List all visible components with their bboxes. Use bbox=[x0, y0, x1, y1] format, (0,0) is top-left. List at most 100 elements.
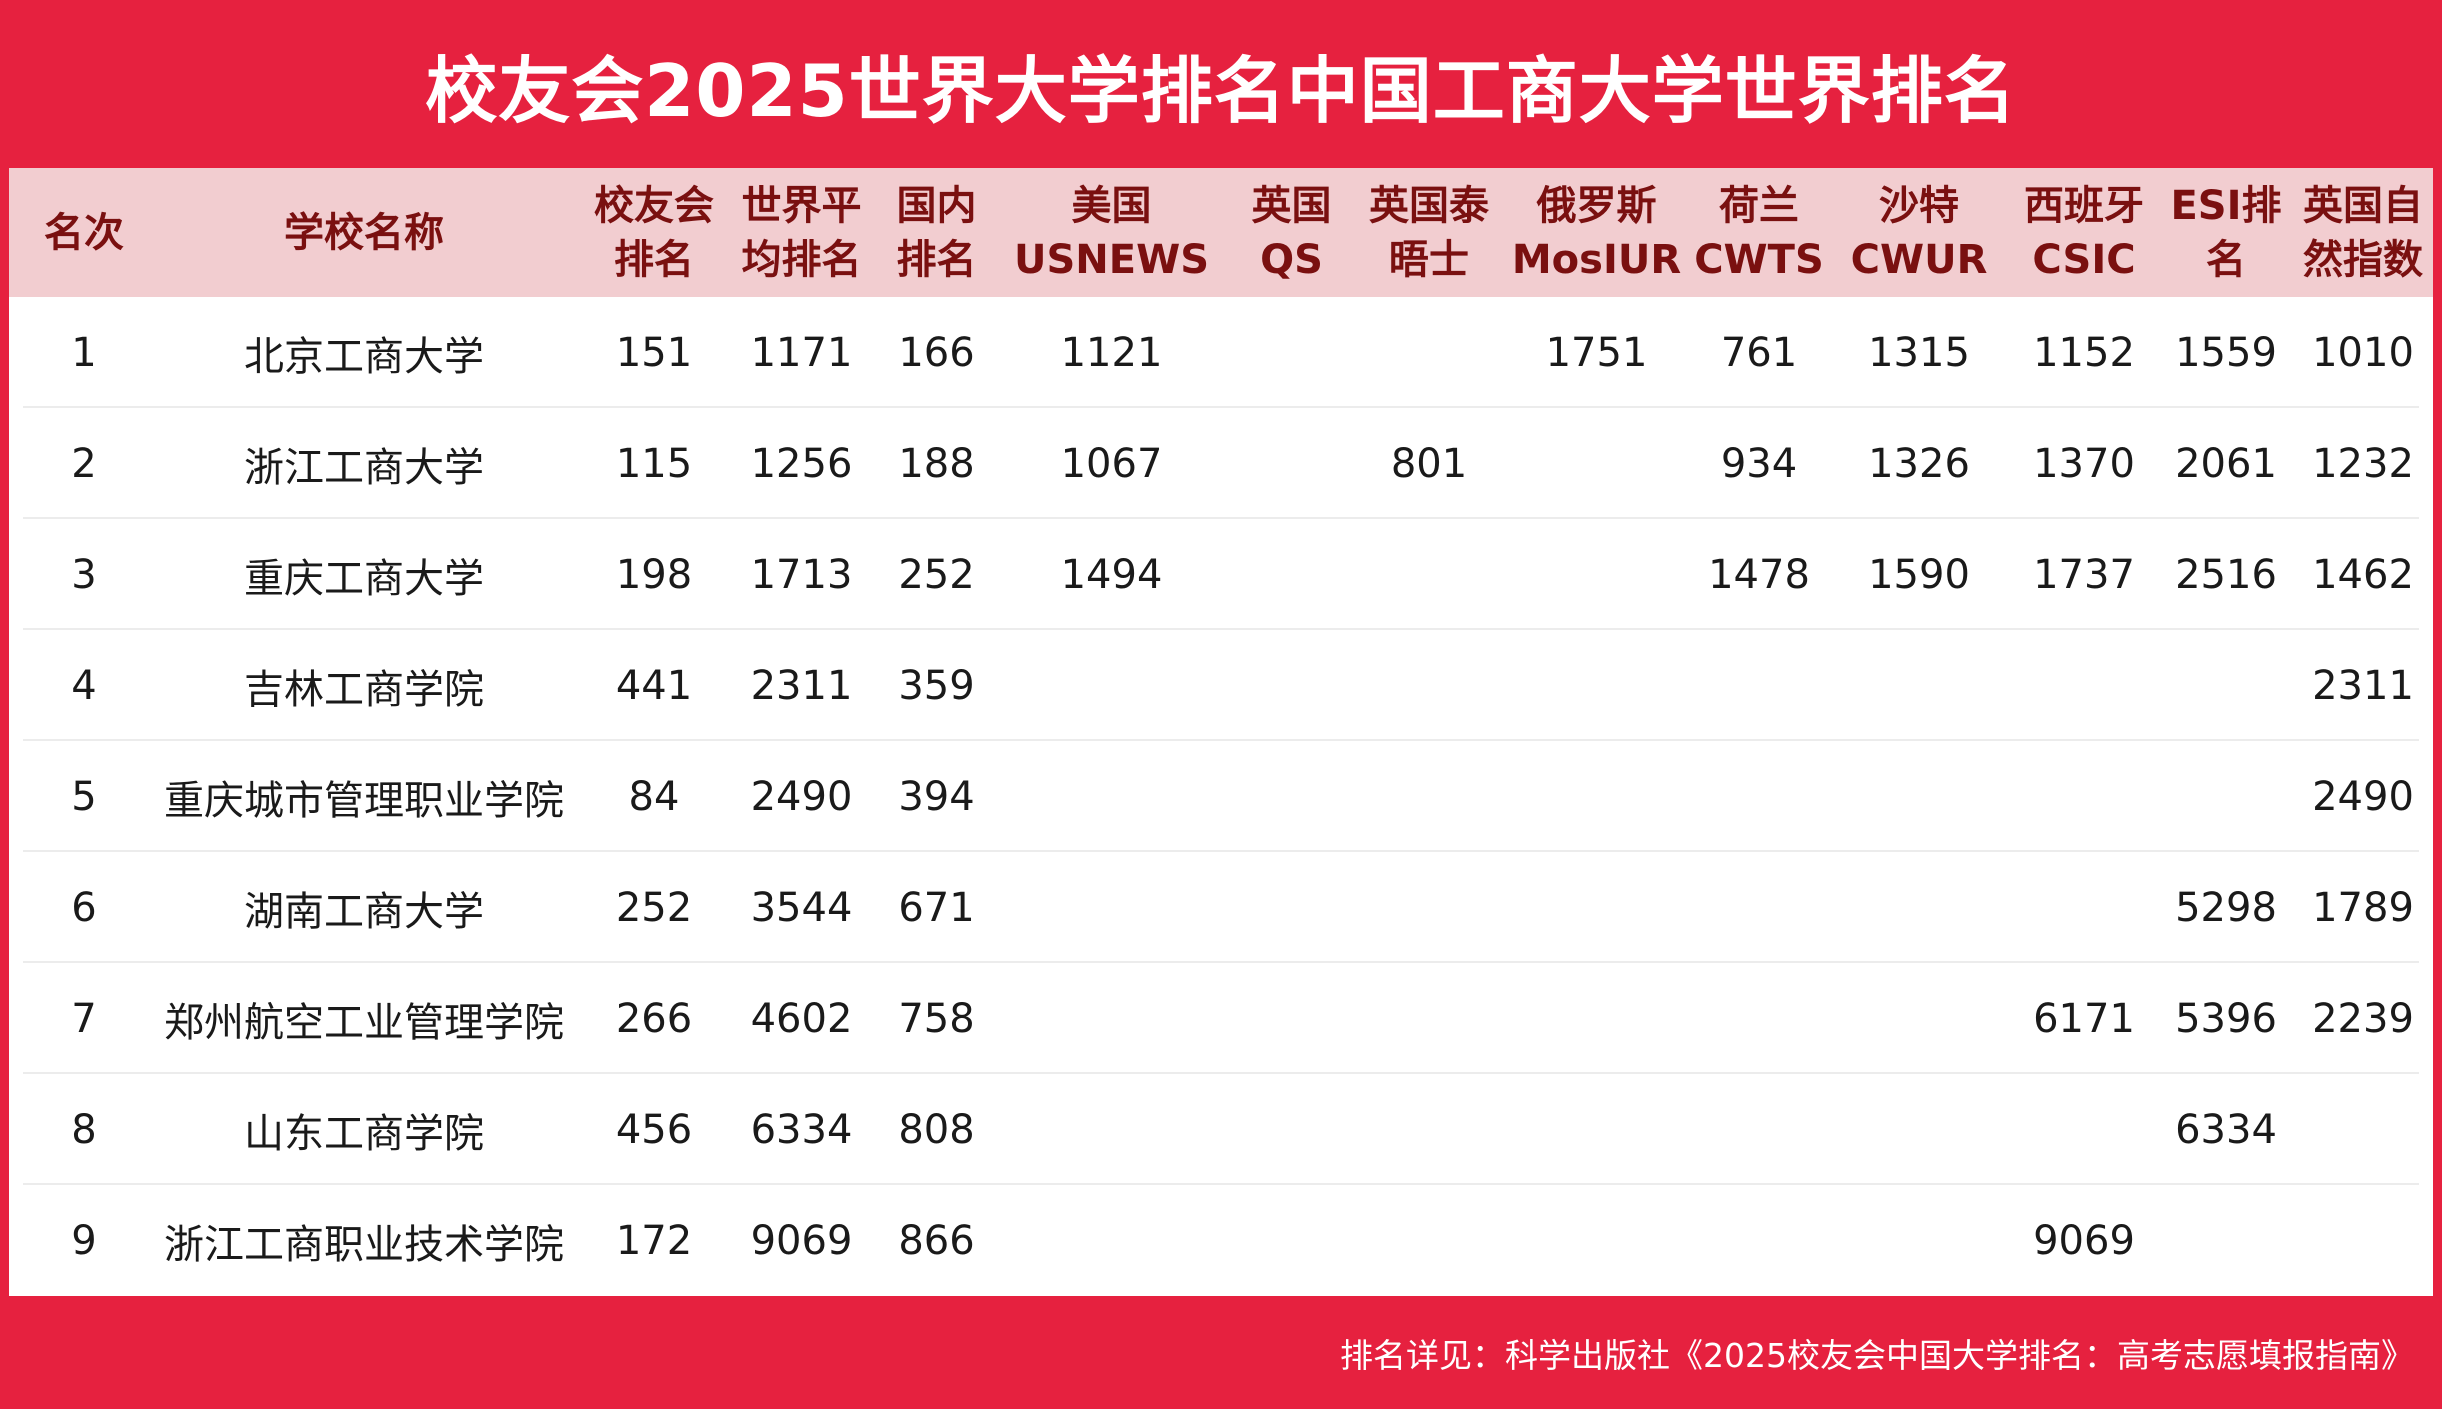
cell-cwur: 1590 bbox=[1868, 551, 1970, 598]
cell-nature-index: 1462 bbox=[2312, 551, 2414, 598]
header-mosiur: 俄罗斯 MosIUR bbox=[1511, 182, 1682, 283]
cell-times bbox=[1354, 1185, 1504, 1296]
cell-domestic-rank: 866 bbox=[898, 1217, 975, 1264]
cell-mosiur bbox=[1504, 852, 1689, 963]
header-esi: ESI排 名 bbox=[2170, 182, 2282, 283]
cell-school-name: 重庆工商大学 bbox=[244, 555, 484, 602]
cell-alumni-rank: 115 bbox=[615, 440, 693, 487]
cell-times bbox=[1354, 963, 1504, 1074]
cell-cwts bbox=[1689, 963, 1829, 1074]
cell-cwts bbox=[1689, 1185, 1829, 1296]
cell-usnews bbox=[994, 1074, 1229, 1185]
cell-nature-index bbox=[2293, 1074, 2433, 1185]
table-header: 名次 学校名称 校友会 排名 世界平 均排名 国内 排名 美国 USNEWS 英国 QS 英国… bbox=[9, 168, 2433, 297]
header-times: 英国泰 晤士 bbox=[1369, 182, 1489, 283]
cell-cwts bbox=[1689, 741, 1829, 852]
cell-csic: 1737 bbox=[2033, 551, 2135, 598]
cell-school-name: 重庆城市管理职业学院 bbox=[164, 777, 564, 824]
cell-times bbox=[1354, 1074, 1504, 1185]
cell-nature-index bbox=[2293, 1185, 2433, 1296]
header-usnews: 美国 USNEWS bbox=[1013, 182, 1210, 283]
header-csic: 西班牙 CSIC bbox=[2024, 182, 2144, 283]
cell-world-avg-rank: 2490 bbox=[750, 773, 853, 820]
cell-domestic-rank: 166 bbox=[898, 329, 975, 376]
cell-domestic-rank: 252 bbox=[898, 551, 975, 598]
cell-mosiur bbox=[1504, 741, 1689, 852]
cell-alumni-rank: 252 bbox=[615, 884, 693, 931]
cell-cwts: 934 bbox=[1720, 440, 1798, 487]
cell-alumni-rank: 84 bbox=[628, 773, 680, 820]
cell-world-avg-rank: 1713 bbox=[750, 551, 853, 598]
header-domestic-rank: 国内 排名 bbox=[896, 182, 977, 283]
cell-esi bbox=[2159, 741, 2293, 852]
row-divider bbox=[23, 1072, 2419, 1074]
cell-qs bbox=[1229, 297, 1354, 408]
cell-world-avg-rank: 1256 bbox=[750, 440, 853, 487]
cell-cwur bbox=[1829, 741, 2009, 852]
cell-csic bbox=[2009, 741, 2159, 852]
cell-esi: 1559 bbox=[2175, 329, 2277, 376]
cell-rank: 6 bbox=[71, 884, 97, 931]
cell-nature-index: 1789 bbox=[2312, 884, 2414, 931]
cell-csic bbox=[2009, 1074, 2159, 1185]
cell-nature-index: 2311 bbox=[2312, 662, 2414, 709]
cell-rank: 9 bbox=[71, 1217, 97, 1264]
cell-school-name: 湖南工商大学 bbox=[244, 888, 484, 935]
header-qs: 英国 QS bbox=[1251, 182, 1332, 283]
cell-rank: 2 bbox=[71, 440, 97, 487]
cell-csic: 1152 bbox=[2033, 329, 2135, 376]
cell-times: 801 bbox=[1390, 440, 1468, 487]
cell-cwts bbox=[1689, 630, 1829, 741]
cell-qs bbox=[1229, 963, 1354, 1074]
row-divider bbox=[23, 739, 2419, 741]
cell-school-name: 浙江工商职业技术学院 bbox=[164, 1221, 564, 1268]
cell-domestic-rank: 394 bbox=[898, 773, 975, 820]
cell-usnews bbox=[994, 852, 1229, 963]
cell-esi: 2516 bbox=[2175, 551, 2277, 598]
table-row: 4 吉林工商学院 441 2311 359 2311 bbox=[9, 630, 2433, 741]
cell-cwur bbox=[1829, 1074, 2009, 1185]
cell-rank: 3 bbox=[71, 551, 97, 598]
cell-nature-index: 1010 bbox=[2312, 329, 2414, 376]
cell-qs bbox=[1229, 519, 1354, 630]
cell-mosiur bbox=[1504, 1074, 1689, 1185]
table-row: 1 北京工商大学 151 1171 166 1121 1751 761 1315 1152 1559… bbox=[9, 297, 2433, 408]
table-row: 7 郑州航空工业管理学院 266 4602 758 6171 5396 2239 bbox=[9, 963, 2433, 1074]
cell-times bbox=[1354, 852, 1504, 963]
cell-world-avg-rank: 4602 bbox=[750, 995, 853, 1042]
cell-alumni-rank: 266 bbox=[615, 995, 693, 1042]
cell-usnews bbox=[994, 741, 1229, 852]
cell-cwts: 1478 bbox=[1708, 551, 1810, 598]
header-world-avg-rank: 世界平 均排名 bbox=[741, 182, 862, 283]
cell-alumni-rank: 456 bbox=[615, 1106, 693, 1153]
cell-esi: 5298 bbox=[2175, 884, 2277, 931]
cell-domestic-rank: 808 bbox=[898, 1106, 975, 1153]
cell-usnews: 1121 bbox=[1060, 329, 1163, 376]
table-row: 3 重庆工商大学 198 1713 252 1494 1478 1590 1737 2516 146… bbox=[9, 519, 2433, 630]
cell-rank: 8 bbox=[71, 1106, 97, 1153]
cell-cwur bbox=[1829, 852, 2009, 963]
cell-rank: 4 bbox=[71, 662, 97, 709]
cell-usnews: 1067 bbox=[1060, 440, 1163, 487]
cell-esi: 5396 bbox=[2175, 995, 2277, 1042]
cell-csic: 9069 bbox=[2033, 1217, 2135, 1264]
cell-mosiur bbox=[1504, 630, 1689, 741]
cell-world-avg-rank: 9069 bbox=[750, 1217, 853, 1264]
header-school-name: 学校名称 bbox=[284, 209, 444, 256]
cell-esi: 2061 bbox=[2175, 440, 2277, 487]
cell-esi: 6334 bbox=[2175, 1106, 2277, 1153]
cell-csic: 1370 bbox=[2033, 440, 2135, 487]
cell-mosiur bbox=[1504, 1185, 1689, 1296]
cell-qs bbox=[1229, 1074, 1354, 1185]
cell-world-avg-rank: 1171 bbox=[750, 329, 853, 376]
header-rank: 名次 bbox=[44, 209, 124, 256]
cell-mosiur: 1751 bbox=[1545, 329, 1648, 376]
cell-qs bbox=[1229, 408, 1354, 519]
cell-usnews bbox=[994, 963, 1229, 1074]
cell-times bbox=[1354, 741, 1504, 852]
cell-world-avg-rank: 2311 bbox=[750, 662, 853, 709]
row-divider bbox=[23, 628, 2419, 630]
cell-alumni-rank: 441 bbox=[615, 662, 693, 709]
cell-usnews bbox=[994, 630, 1229, 741]
row-divider bbox=[23, 961, 2419, 963]
